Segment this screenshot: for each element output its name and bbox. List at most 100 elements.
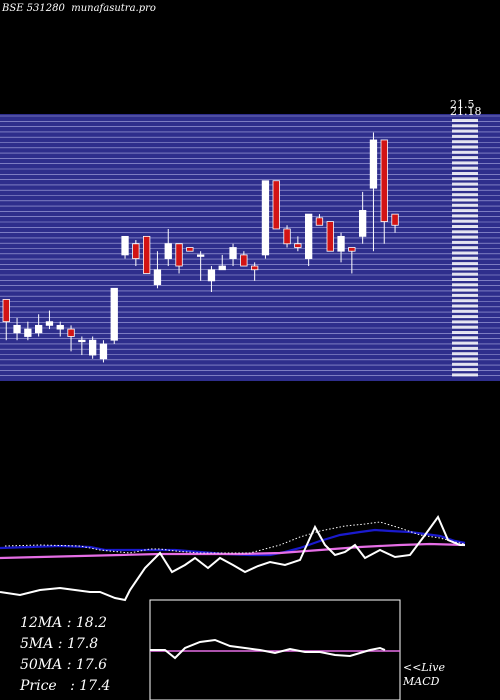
price-label-top: 21.5 bbox=[450, 98, 475, 111]
candle-down bbox=[2, 299, 10, 323]
price-tick-mark bbox=[452, 304, 478, 308]
macd-box bbox=[149, 599, 401, 700]
price-tick-mark bbox=[452, 357, 478, 361]
price-tick-mark bbox=[452, 240, 478, 244]
price-panel bbox=[0, 114, 500, 381]
price-grid bbox=[0, 115, 500, 377]
price-tick-mark bbox=[452, 373, 478, 377]
price-tick-mark bbox=[452, 166, 478, 170]
candle-up bbox=[13, 324, 21, 334]
candle-up bbox=[24, 328, 32, 337]
symbol-label: BSE 531280 bbox=[2, 3, 65, 14]
candle-up bbox=[261, 180, 270, 256]
candle-down bbox=[348, 247, 356, 252]
price-tick-mark bbox=[452, 203, 478, 207]
price-tick-mark bbox=[452, 352, 478, 356]
price-tick-mark bbox=[452, 346, 478, 350]
macd-lines bbox=[150, 638, 400, 660]
price-tick-mark bbox=[452, 193, 478, 197]
price-tick-mark bbox=[452, 182, 478, 186]
ma-stats: 12MA : 18.2 5MA : 17.8 50MA : 17.6 Price… bbox=[20, 613, 110, 697]
candle-down bbox=[67, 328, 75, 337]
price-tick-mark bbox=[452, 140, 478, 144]
ma-line-dotted bbox=[4, 521, 466, 554]
macd-live-label: <<Live bbox=[403, 661, 445, 674]
candle-up bbox=[78, 339, 86, 343]
ma-line-pink bbox=[0, 542, 466, 560]
candle-down bbox=[283, 228, 291, 245]
candle-up bbox=[207, 269, 216, 282]
chart-header: BSE 531280 munafasutra.pro bbox=[2, 3, 156, 14]
candle-up bbox=[358, 210, 367, 237]
candle-down bbox=[294, 243, 302, 248]
price-tick-mark bbox=[452, 172, 478, 175]
candle-down bbox=[380, 139, 388, 222]
price-tick-mark bbox=[452, 288, 478, 292]
price-tick-mark bbox=[452, 214, 478, 218]
price-tick-mark bbox=[452, 198, 478, 202]
candle-up bbox=[56, 324, 64, 330]
candle-down bbox=[175, 243, 183, 267]
price-tick-mark bbox=[452, 134, 478, 138]
site-label: munafasutra.pro bbox=[71, 3, 156, 14]
candle-up bbox=[45, 321, 54, 326]
price-tick-mark bbox=[452, 129, 478, 133]
price-tick-mark bbox=[452, 341, 478, 345]
price-label-second: 21.18 bbox=[450, 105, 482, 118]
stat-price: Price : 17.4 bbox=[20, 678, 111, 694]
candle-up bbox=[99, 343, 108, 360]
candle-up bbox=[218, 265, 226, 271]
candle-down bbox=[272, 180, 280, 230]
macd-title-label: MACD bbox=[403, 675, 440, 688]
price-tick-mark bbox=[452, 336, 478, 340]
candles bbox=[2, 132, 399, 363]
price-tick-mark bbox=[452, 315, 478, 319]
price-tick-mark bbox=[452, 331, 478, 334]
candle-down bbox=[240, 254, 248, 267]
candle-down bbox=[326, 221, 334, 252]
price-tick-mark bbox=[452, 362, 478, 366]
candle-up bbox=[89, 339, 97, 356]
price-tick-mark bbox=[452, 235, 478, 239]
price-tick-mark bbox=[452, 209, 478, 213]
price-tick-mark bbox=[452, 219, 478, 223]
macd-label: <<Live MACD bbox=[403, 661, 445, 689]
price-tick-mark bbox=[452, 283, 478, 287]
price-tick-mark bbox=[452, 145, 478, 149]
price-tick-mark bbox=[452, 262, 478, 266]
price-tick-mark bbox=[452, 299, 478, 303]
price-tick-mark bbox=[452, 309, 478, 313]
candle-down bbox=[132, 243, 140, 260]
moving-averages bbox=[0, 514, 466, 602]
price-tick-labels bbox=[452, 119, 478, 377]
stat-5ma: 5MA : 17.8 bbox=[20, 636, 99, 652]
candle-up bbox=[304, 213, 313, 260]
price-tick-mark bbox=[452, 251, 478, 255]
price-tick-mark bbox=[452, 187, 478, 191]
price-tick-mark bbox=[452, 225, 478, 228]
candle-up bbox=[369, 139, 378, 189]
price-tick-mark bbox=[452, 325, 478, 329]
candle-up bbox=[229, 247, 237, 260]
price-tick-mark bbox=[452, 156, 478, 160]
price-tick-mark bbox=[452, 177, 478, 181]
ma-line-white bbox=[0, 514, 465, 602]
price-tick-mark bbox=[452, 293, 478, 297]
price-tick-mark bbox=[452, 368, 478, 372]
ma-line-blue bbox=[0, 528, 466, 557]
price-tick-mark bbox=[452, 272, 478, 276]
price-tick-mark bbox=[452, 161, 478, 165]
price-tick-mark bbox=[452, 230, 478, 234]
candle-down bbox=[315, 217, 324, 226]
macd-line bbox=[150, 638, 386, 660]
price-tick-mark bbox=[452, 150, 478, 154]
candle-down bbox=[186, 247, 194, 252]
price-tick-mark bbox=[452, 124, 478, 128]
candle-up bbox=[164, 243, 172, 260]
stat-50ma: 50MA : 17.6 bbox=[20, 657, 108, 673]
price-tick-mark bbox=[452, 320, 478, 324]
candle-up bbox=[35, 324, 43, 334]
candle-up bbox=[110, 287, 118, 341]
candle-up bbox=[121, 235, 129, 256]
